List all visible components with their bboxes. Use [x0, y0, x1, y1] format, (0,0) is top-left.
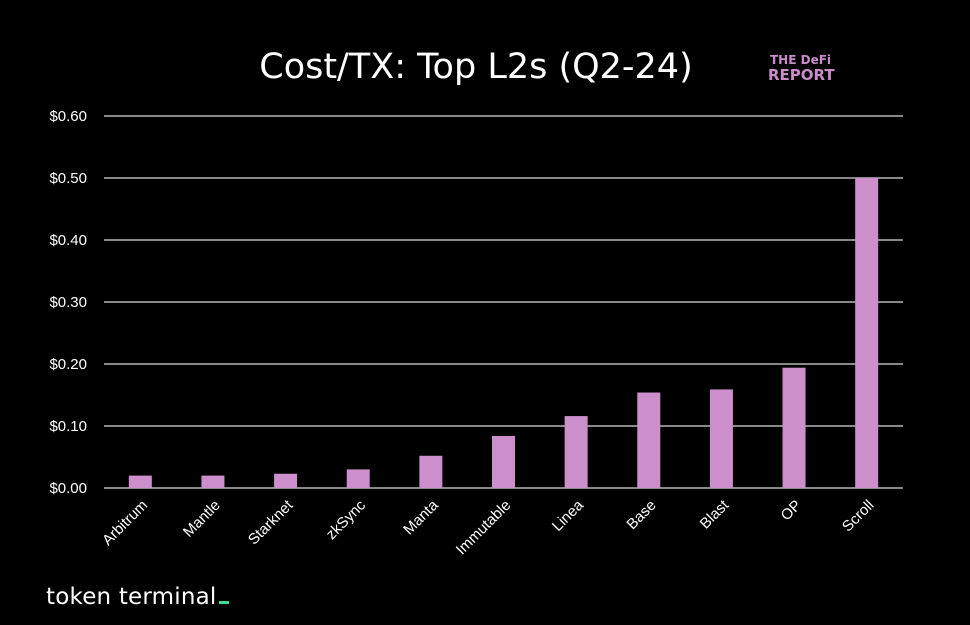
bar-immutable [492, 435, 515, 488]
y-tick-label: $0.00 [49, 480, 87, 497]
bars [128, 178, 879, 488]
y-tick-label: $0.50 [49, 170, 87, 187]
defi-report-logo: THE DeFi REPORT [768, 53, 835, 84]
y-tick-label: $0.30 [49, 294, 87, 311]
x-label-starknet: Starknet [245, 496, 297, 548]
y-tick-label: $0.20 [49, 356, 87, 373]
logo-line-2: REPORT [768, 66, 835, 84]
x-label-op: OP [778, 497, 805, 524]
chart-title: Cost/TX: Top L2s (Q2-24) [259, 47, 692, 87]
bar-blast [709, 389, 733, 488]
bar-starknet [274, 473, 298, 488]
bar-scroll [855, 178, 879, 488]
brand-text: token terminal [46, 584, 217, 610]
x-label-arbitrum: Arbitrum [99, 497, 151, 549]
x-label-scroll: Scroll [839, 497, 878, 536]
cursor-mark [218, 601, 229, 604]
x-label-zksync: zkSync [323, 496, 370, 543]
token-terminal-brand: token terminal [46, 584, 229, 610]
logo-line-1: THE DeFi [770, 53, 831, 67]
bar-zksync [346, 469, 370, 488]
y-axis-ticks: $0.00 $0.10 $0.20 $0.30 $0.40 $0.50 $0.60 [49, 108, 87, 497]
bar-base [637, 392, 661, 488]
y-tick-label: $0.10 [49, 418, 87, 435]
bar-op [782, 367, 806, 488]
x-axis-labels: Arbitrum Mantle Starknet zkSync Manta Immutab… [99, 496, 877, 558]
bar-arbitrum [128, 475, 152, 488]
bar-mantle [201, 475, 225, 488]
y-tick-label: $0.40 [49, 232, 87, 249]
x-label-base: Base [623, 497, 659, 533]
x-label-linea: Linea [549, 496, 587, 534]
x-label-mantle: Mantle [180, 497, 224, 541]
y-tick-label: $0.60 [49, 108, 87, 125]
bar-linea [564, 416, 588, 488]
bar-manta [419, 455, 443, 488]
x-label-blast: Blast [697, 496, 733, 532]
x-label-immutable: Immutable [453, 497, 515, 559]
x-label-manta: Manta [400, 496, 442, 538]
gridlines [104, 115, 903, 489]
